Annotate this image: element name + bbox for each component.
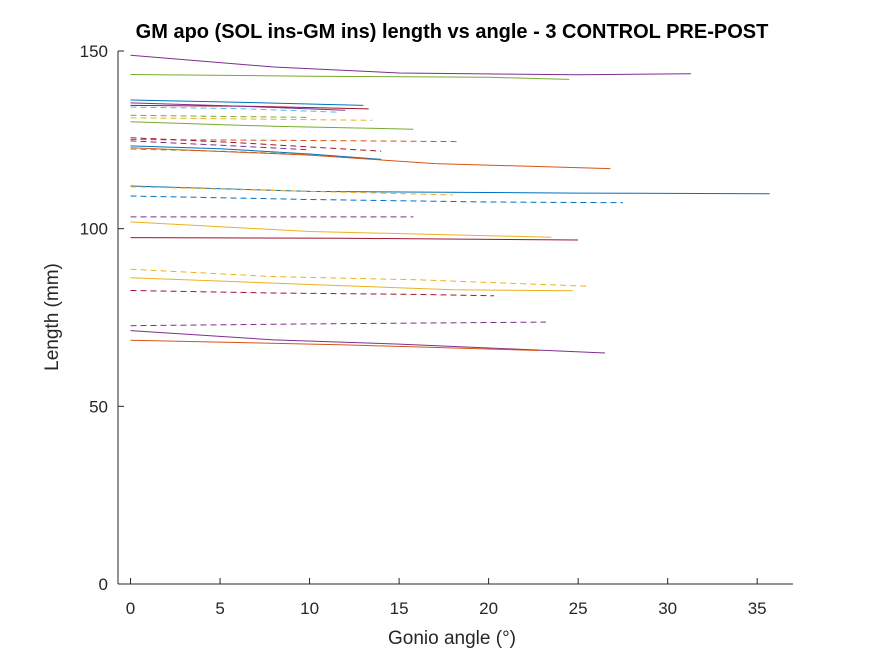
y-ticks: 0 50 100 150 (80, 42, 124, 594)
x-axis-label: Gonio angle (°) (388, 628, 516, 649)
series-line (130, 139, 459, 143)
series-line (130, 268, 588, 287)
y-tick-label: 100 (80, 220, 108, 239)
series-line (130, 54, 691, 76)
x-tick-label: 10 (300, 599, 319, 618)
axes (117, 51, 793, 585)
y-tick-label: 0 (99, 575, 108, 594)
y-tick-label: 50 (89, 397, 108, 416)
y-tick-label: 150 (80, 42, 108, 61)
x-tick-label: 30 (658, 599, 677, 618)
series-line (130, 74, 570, 80)
x-tick-label: 20 (479, 599, 498, 618)
x-tick-label: 25 (569, 599, 588, 618)
series-line (130, 145, 382, 160)
plot-lines (130, 54, 770, 354)
series-line (130, 186, 453, 196)
series-line (130, 99, 364, 106)
series-line (130, 195, 623, 204)
x-tick-label: 0 (126, 599, 135, 618)
series-line (130, 339, 539, 351)
x-tick-label: 15 (390, 599, 409, 618)
series-line (130, 106, 337, 113)
chart-title: GM apo (SOL ins-GM ins) length vs angle … (136, 21, 769, 43)
x-ticks: 0 5 10 15 20 25 30 35 (126, 578, 767, 618)
x-tick-label: 35 (748, 599, 767, 618)
series-line (130, 185, 770, 195)
series-line (130, 102, 346, 111)
series-line (130, 321, 546, 327)
series-line (130, 330, 606, 354)
series-line (130, 237, 579, 241)
y-axis-label: Length (mm) (42, 263, 63, 371)
series-line (130, 121, 414, 130)
series-line (130, 277, 573, 292)
series-line (130, 114, 310, 118)
series-line (130, 221, 552, 238)
series-line (130, 137, 382, 152)
x-tick-label: 5 (215, 599, 224, 618)
series-line (130, 290, 495, 297)
series-line (130, 147, 611, 170)
series-line (130, 117, 373, 121)
